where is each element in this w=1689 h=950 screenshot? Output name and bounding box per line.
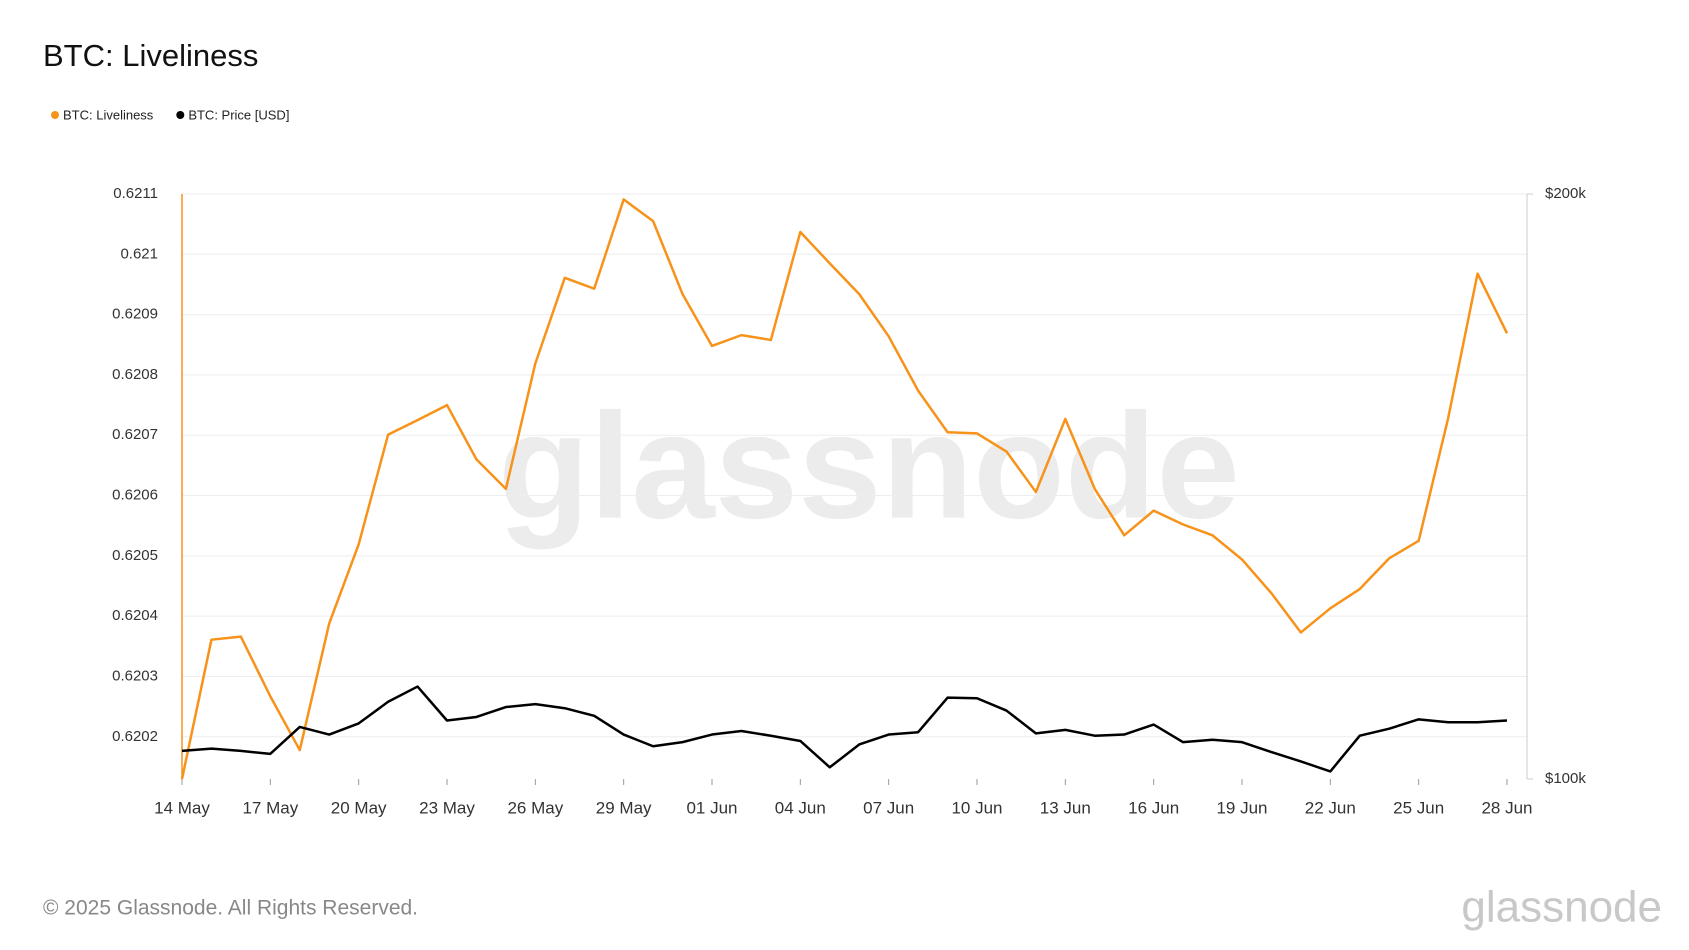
x-tick-label: 10 Jun — [951, 798, 1002, 817]
x-tick-label: 28 Jun — [1481, 798, 1532, 817]
y-tick-label: 0.6206 — [112, 487, 158, 504]
x-tick-label: 26 May — [507, 798, 563, 817]
x-tick-label: 29 May — [596, 798, 652, 817]
x-tick-label: 13 Jun — [1040, 798, 1091, 817]
watermark: glassnode — [498, 382, 1240, 550]
series-line — [181, 685, 1508, 773]
x-tick-label: 14 May — [154, 798, 210, 817]
y2-tick-label: $100k — [1545, 770, 1586, 787]
y-tick-label: 0.6202 — [112, 728, 158, 745]
legend-label: BTC: Price [USD] — [188, 107, 289, 122]
y-tick-label: 0.6204 — [112, 607, 158, 624]
y-tick-label: 0.6211 — [113, 185, 158, 202]
x-tick-label: 19 Jun — [1216, 798, 1267, 817]
y-tick-label: 0.6205 — [112, 547, 158, 564]
series-line — [180, 198, 1509, 780]
x-tick-label: 23 May — [419, 798, 475, 817]
logo: glassnode — [1461, 883, 1662, 932]
x-tick-label: 17 May — [242, 798, 298, 817]
x-tick-label: 22 Jun — [1305, 798, 1356, 817]
y2-tick-label: $200k — [1545, 185, 1586, 202]
x-tick-label: 01 Jun — [686, 798, 737, 817]
legend-marker — [176, 111, 185, 119]
legend-label: BTC: Liveliness — [63, 107, 154, 122]
x-tick-label: 20 May — [331, 798, 387, 817]
legend-marker — [51, 111, 59, 119]
y-tick-label: 0.6207 — [112, 426, 158, 443]
chart-title: BTC: Liveliness — [43, 38, 258, 73]
y-tick-label: 0.6209 — [112, 306, 158, 323]
y-tick-label: 0.621 — [120, 245, 158, 262]
footer: © 2025 Glassnode. All Rights Reserved. — [43, 897, 418, 920]
y-tick-label: 0.6203 — [112, 667, 158, 684]
x-tick-label: 07 Jun — [863, 798, 914, 817]
x-tick-label: 16 Jun — [1128, 798, 1179, 817]
y-tick-label: 0.6208 — [112, 366, 158, 383]
x-tick-label: 25 Jun — [1393, 798, 1444, 817]
x-tick-label: 04 Jun — [775, 798, 826, 817]
